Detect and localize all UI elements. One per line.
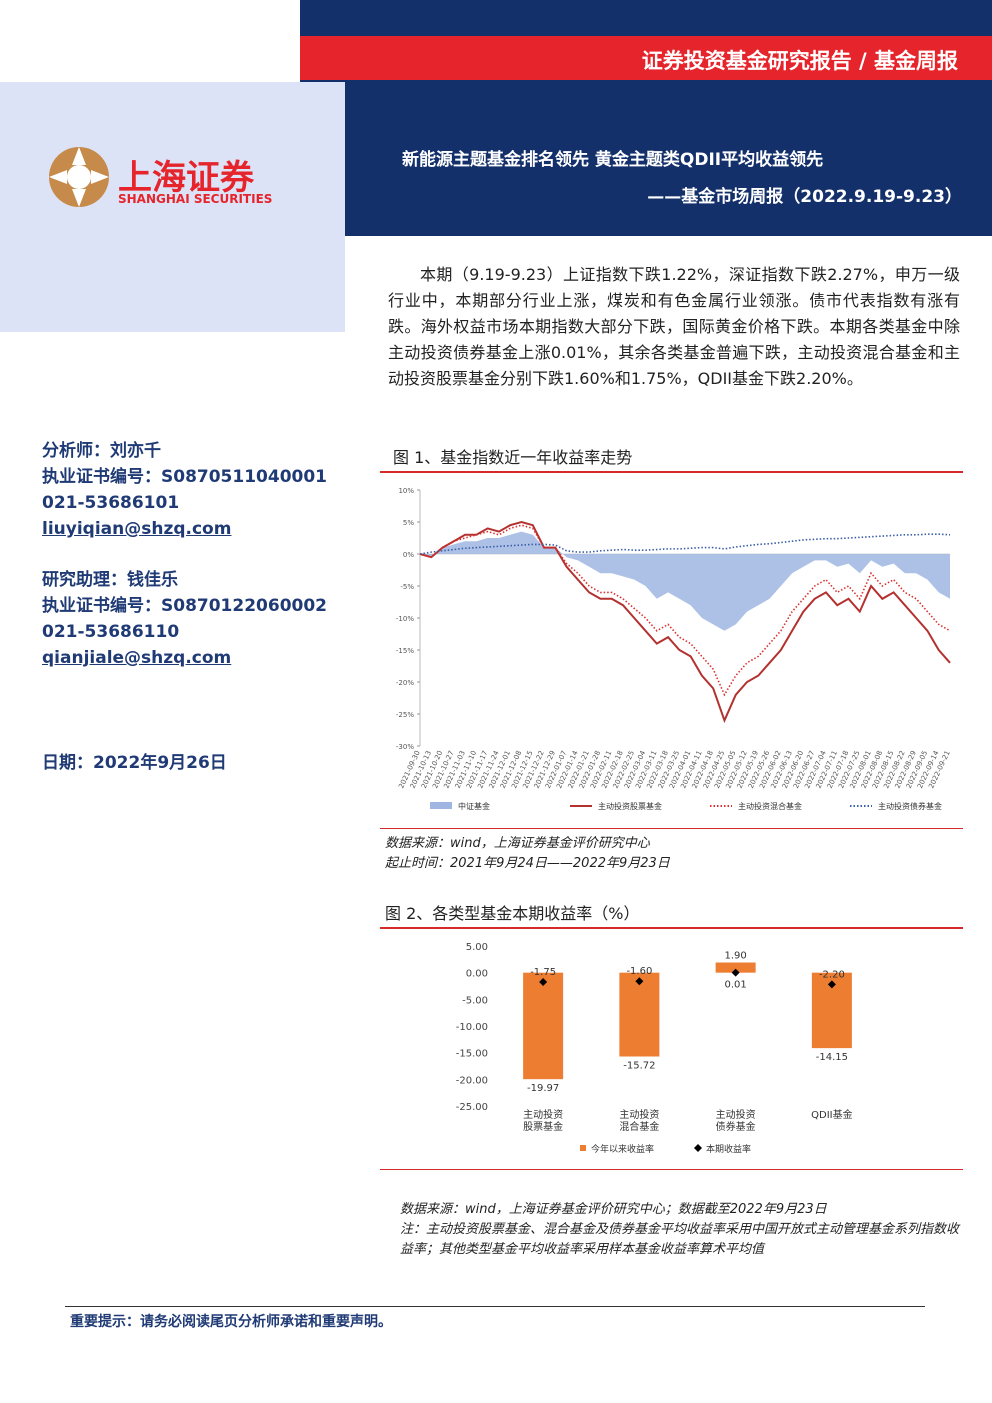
chart-1: -30%-25%-20%-15%-10%-5%0%5%10%2021-09-30… [396, 487, 952, 811]
analyst-name: 研究助理：钱佳乐 [42, 570, 178, 590]
y-tick-label: 5.00 [466, 942, 488, 953]
body-paragraph: 本期（9.19-9.23）上证指数下跌1.22%，深证指数下跌2.27%，申万一… [388, 265, 960, 388]
header-strip [300, 36, 992, 80]
y-tick-label: 10% [398, 487, 414, 495]
legend-label: 主动投资债券基金 [878, 801, 942, 811]
x-tick-label: 股票基金 [523, 1120, 563, 1133]
line [419, 533, 951, 555]
value-label: 1.90 [724, 951, 746, 962]
note: 注：主动投资股票基金、混合基金及债券基金平均收益率采用中国开放式主动管理基金系列… [400, 1222, 960, 1257]
point [827, 980, 836, 989]
y-tick-label: -20.00 [456, 1075, 488, 1086]
y-tick-label: -20% [396, 679, 414, 687]
point [731, 968, 740, 977]
rule [380, 1169, 963, 1170]
analyst-email[interactable]: qianjiale@shzq.com [42, 648, 232, 668]
bar [715, 962, 756, 973]
value-label: -1.75 [530, 967, 556, 978]
point [635, 977, 644, 986]
y-tick-label: 0% [403, 551, 414, 559]
report-type: 证券投资基金研究报告 / 基金周报 [641, 49, 958, 73]
x-tick-label: 主动投资 [619, 1108, 659, 1121]
y-tick-label: -15.00 [456, 1049, 488, 1060]
legend-label: 主动投资混合基金 [738, 801, 802, 811]
footer-notice: 重要提示：请务必阅读尾页分析师承诺和重要声明。 [70, 1314, 392, 1330]
value-label: -15.72 [623, 1061, 655, 1072]
logo-name: 上海证券 [118, 158, 254, 198]
legend-swatch [430, 802, 452, 809]
chart-2: -25.00 -20.00 -15.00 -10.00 -5.00 0.00 5.00 主动投… [456, 942, 853, 1155]
legend-label: 主动投资股票基金 [598, 801, 662, 811]
figure-caption: 图 1、基金指数近一年收益率走势 [393, 448, 633, 467]
y-tick-label: -5% [400, 583, 414, 591]
bar [619, 972, 660, 1057]
value-label: -2.20 [819, 969, 845, 980]
x-tick-label: 混合基金 [619, 1120, 659, 1133]
y-tick-label: -25% [396, 711, 414, 719]
rule [380, 828, 963, 829]
logo-english: SHANGHAI SECURITIES [118, 192, 273, 206]
analyst-cert: 执业证书编号：S0870511040001 [42, 467, 328, 487]
bar [523, 972, 564, 1080]
y-tick-label: 0.00 [466, 969, 488, 980]
area [420, 531, 950, 631]
analyst-1: 分析师：刘亦千 执业证书编号：S0870511040001 021-536861… [42, 438, 327, 542]
figure-caption: 图 2、各类型基金本期收益率（%） [385, 904, 640, 923]
report-title: 新能源主题基金排名领先 黄金主题类QDII平均收益领先 [402, 150, 824, 170]
logo-emblem [49, 147, 109, 207]
line [419, 520, 951, 724]
y-tick-label: -15% [396, 647, 414, 655]
legend-label: 本期收益率 [706, 1143, 751, 1155]
analyst-2: 研究助理：钱佳乐 执业证书编号：S0870122060002 021-53686… [42, 567, 327, 671]
x-tick-label: 主动投资 [716, 1108, 756, 1121]
point [539, 978, 548, 986]
y-tick-label: 5% [403, 519, 414, 527]
rule [65, 1306, 925, 1307]
rule [380, 927, 963, 929]
analyst-name: 分析师：刘亦千 [42, 441, 161, 461]
note: 数据来源：wind，上海证券基金评价研究中心 [385, 836, 650, 851]
note: 起止时间：2021年9月24日——2022年9月23日 [385, 856, 670, 871]
x-tick-label: QDII基金 [811, 1108, 852, 1121]
y-tick-label: -30% [396, 743, 414, 751]
y-tick-label: -10% [396, 615, 414, 623]
figure-notes: 数据来源：wind，上海证券基金评价研究中心；数据截至2022年9月23日 注：… [400, 1200, 962, 1260]
report-subtitle: ——基金市场周报（2022.9.19-9.23） [647, 187, 962, 207]
value-label: -1.60 [626, 966, 652, 977]
analyst-phone: 021-53686110 [42, 622, 180, 642]
analyst-cert: 执业证书编号：S0870122060002 [42, 596, 328, 616]
figure-notes: 数据来源：wind，上海证券基金评价研究中心 起止时间：2021年9月24日——… [385, 834, 670, 874]
y-tick-label: -5.00 [462, 995, 488, 1006]
x-tick-label: 主动投资 [523, 1108, 563, 1121]
y-tick-label: -10.00 [456, 1022, 488, 1033]
analyst-email[interactable]: liuyiqian@shzq.com [42, 519, 232, 539]
note: 数据来源：wind，上海证券基金评价研究中心；数据截至2022年9月23日 [400, 1202, 827, 1217]
report-date: 日期：2022年9月26日 [42, 753, 227, 773]
rule [380, 471, 963, 473]
value-label: -19.97 [527, 1083, 559, 1094]
legend-swatch [694, 1144, 702, 1152]
value-label: 0.01 [724, 980, 746, 991]
y-tick-label: -25.00 [456, 1102, 488, 1113]
analyst-phone: 021-53686101 [42, 493, 180, 513]
legend-swatch [580, 1145, 586, 1151]
legend-label: 中证基金 [458, 801, 490, 811]
logo-panel [0, 82, 345, 332]
x-tick-label: 债券基金 [716, 1120, 756, 1133]
legend-label: 今年以来收益率 [591, 1143, 654, 1155]
value-label: -14.15 [816, 1052, 848, 1063]
